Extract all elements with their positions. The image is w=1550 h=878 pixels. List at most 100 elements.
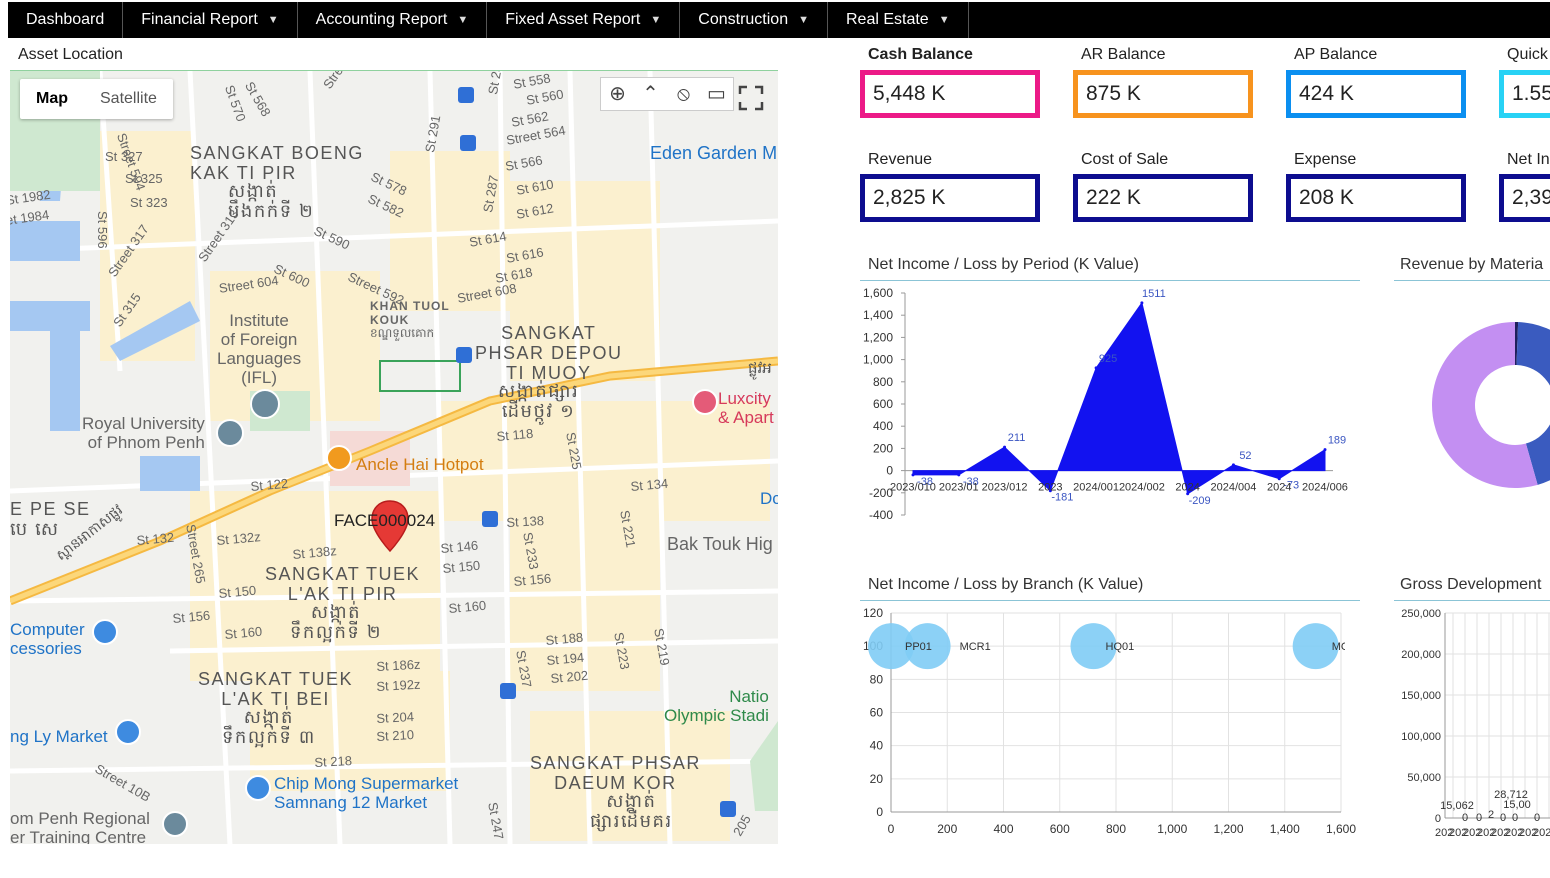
comment-icon[interactable]: ▭ <box>707 83 726 105</box>
street-label: St 218 <box>314 753 353 770</box>
shop-pin-icon[interactable] <box>92 619 118 645</box>
satellite-tab[interactable]: Satellite <box>100 90 157 107</box>
map-label-olympic: Natio Olympic Stadi <box>664 687 769 725</box>
net-in-label: Net In <box>1507 151 1550 168</box>
map-label-tuek-bei-km: សង្កាត់ ទឹកល្អក់ទី ៣ <box>222 707 316 747</box>
top-nav: Dashboard Financial Report ▼ Accounting Rep… <box>8 2 1550 38</box>
bus-stop-icon[interactable] <box>460 135 476 151</box>
data-label: -38 <box>917 476 933 488</box>
x-tick-label: 0 <box>888 822 895 836</box>
hotel-pin-icon[interactable] <box>692 389 718 415</box>
pie-slice[interactable] <box>1432 322 1538 488</box>
data-label: -38 <box>963 476 979 488</box>
branch-chart-rule <box>860 600 1360 601</box>
data-label: 28,712 <box>1494 789 1528 801</box>
x-tick-label: 600 <box>1050 822 1070 836</box>
bubble[interactable] <box>1292 623 1339 670</box>
data-point <box>957 473 961 477</box>
material-donut-chart[interactable] <box>1420 310 1550 500</box>
restaurant-pin-icon[interactable] <box>326 445 352 471</box>
cash-balance-label: Cash Balance <box>868 46 973 63</box>
x-tick-label: 202 <box>1435 827 1453 839</box>
bubble[interactable] <box>1070 623 1117 670</box>
bus-stop-icon[interactable] <box>458 87 474 103</box>
map-label-regional: om Penh Regional er Training Centre <box>10 809 150 844</box>
period-area-chart[interactable]: 1,600 1,400 1,200 1,000 800 600 400 200 0 -200 -40… <box>855 285 1365 525</box>
x-tick-label: 2023/012 <box>982 482 1028 494</box>
x-tick-label: 202 <box>1505 827 1523 839</box>
y-tick-label: 200 <box>873 441 893 455</box>
branch-chart-title: Net Income / Loss by Branch (K Value) <box>868 576 1144 593</box>
map-label-phsar-daeum: SANGKAT PHSAR DAEUM KOR <box>530 753 701 793</box>
caret-down-icon: ▼ <box>267 14 279 26</box>
map-label-computer: Computer cessories <box>10 620 85 658</box>
ap-balance-value: 424 K <box>1286 70 1466 118</box>
bubble[interactable] <box>904 623 951 670</box>
series-area <box>912 301 1326 495</box>
map-label-tuek-pir: SANGKAT TUEK L'AK TI PIR <box>265 564 421 604</box>
nav-item-label: Real Estate <box>845 11 929 28</box>
institute-pin-icon[interactable] <box>250 389 280 419</box>
data-point <box>1094 366 1098 370</box>
data-point <box>1048 489 1052 493</box>
data-point <box>1323 448 1327 452</box>
x-tick-label: 2023/010 <box>890 482 936 494</box>
bubble[interactable] <box>868 623 914 670</box>
quick-label: Quick <box>1507 46 1548 63</box>
university-pin-icon[interactable] <box>216 419 244 447</box>
y-tick-label: -200 <box>869 486 893 500</box>
bus-stop-icon[interactable] <box>500 683 516 699</box>
nav-item-real-estate[interactable]: Real Estate ▼ <box>828 2 969 38</box>
map-label-eden-garden: Eden Garden M <box>650 143 778 163</box>
pie-slice[interactable] <box>1516 322 1550 485</box>
asset-marker-label: FACE000024 <box>334 511 436 530</box>
nav-item-dashboard[interactable]: Dashboard <box>8 2 124 38</box>
bus-stop-icon[interactable] <box>720 801 736 817</box>
data-point <box>1003 445 1007 449</box>
data-label: -209 <box>1189 495 1211 507</box>
x-tick-label: 200 <box>937 822 957 836</box>
expense-label: Expense <box>1294 151 1357 168</box>
map-tab[interactable]: Map <box>36 90 68 107</box>
street-label: St 596 <box>95 211 110 249</box>
pie-slice[interactable] <box>1515 322 1519 366</box>
map-label-khan: KHAN TUOL KOUK <box>370 299 450 327</box>
asset-location-map[interactable]: SANGKAT BOENG KAK TI PIR សង្កាត់ បឹងកក់ទ… <box>10 70 778 844</box>
nav-item-fixed-asset-report[interactable]: Fixed Asset Report ▼ <box>487 2 681 38</box>
gross-development-chart[interactable]: 250,000 200,000 150,000 100,000 50,000 0 28,71… <box>1385 603 1550 843</box>
y-tick-label: 80 <box>870 672 884 686</box>
revenue-value: 2,825 K <box>860 174 1040 222</box>
map-label-phsar-depou: SANGKAT PHSAR DEPOU TI MUOY <box>475 323 623 383</box>
x-tick-label: 2024 <box>1267 482 1291 494</box>
y-tick-label: 1,400 <box>863 308 893 322</box>
nav-item-accounting-report[interactable]: Accounting Report ▼ <box>298 2 488 38</box>
street-label: St 138 <box>506 513 545 530</box>
y-tick-label: -400 <box>869 508 893 522</box>
asset-marker-icon[interactable] <box>370 499 410 553</box>
bus-stop-icon[interactable] <box>482 511 498 527</box>
street-label: St 192z <box>376 676 421 694</box>
x-tick-label: 2024/001 <box>1073 482 1119 494</box>
zoom-in-icon[interactable]: ⊕ <box>609 83 626 105</box>
nav-item-label: Construction <box>698 11 789 28</box>
nav-item-construction[interactable]: Construction ▼ <box>680 2 828 38</box>
fullscreen-icon[interactable] <box>738 85 764 111</box>
data-point <box>1231 463 1235 467</box>
data-label: 0 <box>1476 812 1482 824</box>
x-tick-label: 2024/006 <box>1302 482 1348 494</box>
x-tick-label: 1,600 <box>1326 822 1356 836</box>
training-centre-pin-icon[interactable] <box>162 811 188 837</box>
street-label: St 118 <box>496 425 534 444</box>
x-tick-label: 202 <box>1477 827 1495 839</box>
nav-item-financial-report[interactable]: Financial Report ▼ <box>123 2 298 38</box>
no-entry-icon[interactable]: ⦸ <box>676 83 691 105</box>
x-tick-label: 202 <box>1449 827 1467 839</box>
supermarket-pin-icon[interactable] <box>245 775 271 801</box>
branch-scatter-chart[interactable]: 12010080604020002004006008001,0001,2001,… <box>855 603 1370 843</box>
bus-stop-icon[interactable] <box>456 347 472 363</box>
x-tick-label: 2023/01 <box>939 482 979 494</box>
market-pin-icon[interactable] <box>115 719 141 745</box>
bubble-label: MC <box>1332 641 1349 653</box>
chevron-up-icon[interactable]: ⌃ <box>642 83 659 105</box>
